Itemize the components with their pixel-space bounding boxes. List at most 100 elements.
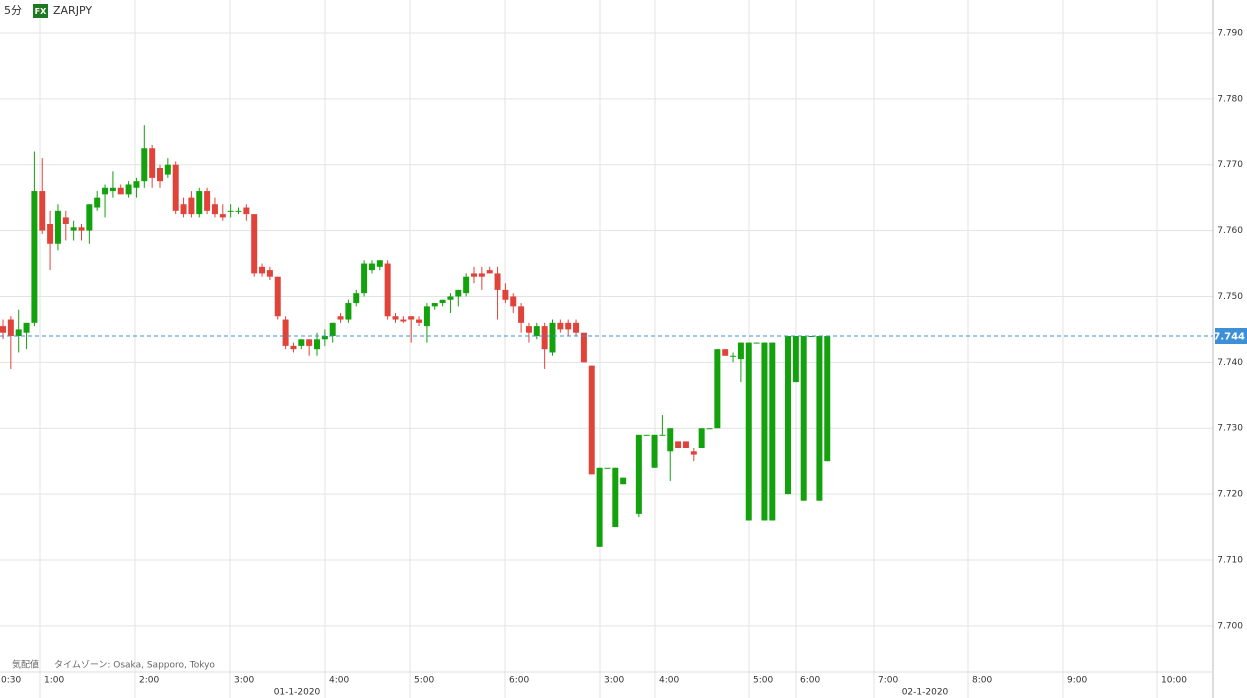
candle-body <box>769 342 776 521</box>
y-tick-label: 7.760 <box>1217 226 1243 236</box>
x-tick-label: 6:00 <box>800 676 820 686</box>
y-tick-label: 7.730 <box>1217 424 1243 434</box>
candle-body <box>549 322 556 353</box>
candle-body <box>651 434 658 468</box>
candle-body <box>753 342 760 344</box>
candle-body <box>94 197 101 208</box>
candle-body <box>824 336 831 462</box>
candle-body <box>329 322 336 336</box>
last-price-badge <box>1215 328 1247 344</box>
candle-body <box>761 342 768 521</box>
candle-body <box>400 319 407 322</box>
candle-body <box>675 441 682 448</box>
interval: 5分 <box>4 4 22 17</box>
candle-body <box>557 322 564 330</box>
candle-body <box>706 428 713 430</box>
x-tick-label: 4:00 <box>659 676 679 686</box>
candle-body <box>243 207 250 215</box>
fx-badge-text: FX <box>35 7 47 16</box>
y-tick-label: 7.710 <box>1217 556 1243 566</box>
candle-body <box>321 336 328 340</box>
candle-body <box>353 293 360 304</box>
candle-body <box>251 214 258 274</box>
candle-body <box>117 187 124 195</box>
candle-body <box>298 339 305 346</box>
symbol: ZARJPY <box>53 4 92 17</box>
grid <box>0 0 1213 698</box>
candle-body <box>259 266 266 274</box>
candle-body <box>525 326 532 333</box>
y-tick-label: 7.780 <box>1217 94 1243 104</box>
candle-body <box>0 326 6 333</box>
candle-body <box>423 306 430 327</box>
candle-body <box>596 467 603 547</box>
candle-body <box>361 263 368 294</box>
y-tick-label: 7.750 <box>1217 292 1243 302</box>
fx-badge <box>33 4 48 18</box>
candle-body <box>408 316 415 320</box>
x-tick-label: 1:00 <box>44 676 64 686</box>
candle-body <box>196 191 203 215</box>
candle-body <box>785 336 791 495</box>
candle-body <box>314 339 320 350</box>
candle-body <box>416 319 423 323</box>
candle-body <box>659 434 666 436</box>
candle-body <box>620 477 627 485</box>
candle-body <box>604 467 611 469</box>
candle-body <box>31 191 38 323</box>
candle-body <box>510 296 517 307</box>
candle-body <box>447 296 454 300</box>
x-tick-label: 9:00 <box>1067 676 1087 686</box>
y-tick-label: 7.790 <box>1217 28 1243 38</box>
candle-body <box>573 322 580 333</box>
x-tick-label: 3:00 <box>234 676 254 686</box>
candle-body <box>47 224 54 244</box>
candle-body <box>643 434 650 436</box>
candle-body <box>541 326 548 350</box>
candle-body <box>133 181 140 188</box>
candle-body <box>518 306 525 323</box>
candle-body <box>125 184 132 195</box>
candle-body <box>682 441 689 448</box>
candle-body <box>471 273 477 277</box>
candle-body <box>23 322 30 333</box>
y-tick-label: 7.700 <box>1217 621 1243 631</box>
candle-body <box>306 339 313 346</box>
candle-body <box>109 187 116 192</box>
x-tick-label: 5:00 <box>414 676 434 686</box>
candle-body <box>635 434 642 514</box>
candle-body <box>431 303 438 307</box>
candle-body <box>376 260 383 267</box>
candle-body <box>15 329 22 336</box>
candle-body <box>463 276 470 294</box>
candle-body <box>39 191 46 231</box>
candle-body <box>188 197 195 215</box>
date-label: 01-1-2020 <box>274 688 321 698</box>
candle-body <box>494 273 501 290</box>
candle-body <box>588 365 595 475</box>
candle-body <box>102 187 109 195</box>
candle-body <box>690 451 697 455</box>
candle-body <box>70 227 77 231</box>
candle-body <box>800 336 807 501</box>
candle-body <box>345 303 352 320</box>
y-tick-label: 7.720 <box>1217 490 1243 500</box>
candle-body <box>792 336 799 383</box>
candle-body <box>502 289 509 300</box>
candle-body <box>612 467 619 528</box>
x-tick-label: 3:00 <box>604 676 624 686</box>
candle-body <box>392 316 399 320</box>
candle-body <box>337 316 344 320</box>
date-label: 02-1-2020 <box>902 688 949 698</box>
candle-body <box>7 319 14 336</box>
candle-body <box>266 270 273 277</box>
candle-body <box>439 299 446 304</box>
candle-body <box>282 319 289 346</box>
candle-body <box>745 342 752 521</box>
candle-body <box>368 263 375 271</box>
candle-body <box>384 263 391 317</box>
x-tick-label: 10:00 <box>1161 676 1187 686</box>
timezone: タイムゾーン: Osaka, Sapporo, Tokyo <box>54 660 215 671</box>
